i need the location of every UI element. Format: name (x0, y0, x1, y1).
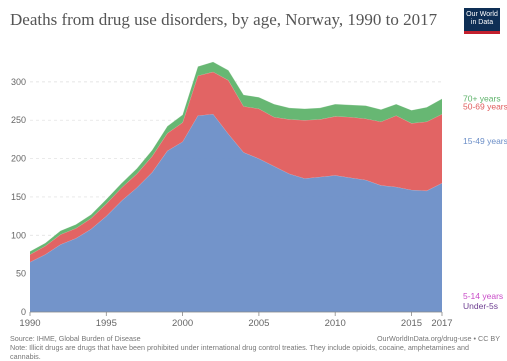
source-text: Source: IHME, Global Burden of Disease (10, 334, 141, 343)
y-tick-label: 50 (16, 269, 26, 279)
x-tick-label: 2017 (431, 318, 452, 329)
logo-line-1: Our World (466, 11, 498, 18)
y-tick-label: 0 (21, 307, 26, 317)
credit-link[interactable]: OurWorldInData.org/drug-use • CC BY (376, 334, 500, 343)
x-tick-label: 2005 (248, 318, 269, 329)
area-edge-line (29, 61, 443, 252)
area-50-69-years (30, 71, 442, 263)
legend-label-under-5s: Under-5s (463, 301, 498, 311)
area-chart: 0 50 100 150 200 250 300 1990 1995 2000 2005 2010 20… (11, 61, 507, 329)
x-tick-label: 1995 (96, 318, 117, 329)
owid-logo[interactable]: Our World in Data (464, 8, 500, 34)
chart-title: Deaths from drug use disorders, by age, … (10, 10, 438, 29)
legend-label-15-49-years: 15-49 years (463, 136, 507, 146)
y-tick-label: 250 (11, 115, 26, 125)
footer-note: Note: Illicit drugs are drugs that have … (10, 343, 469, 361)
legend-label-5-14-years: 5-14 years (463, 291, 503, 301)
y-tick-label: 200 (11, 154, 26, 164)
logo-line-2: in Data (470, 19, 494, 26)
legend-label-70-years: 70+ years (463, 94, 501, 104)
y-tick-label: 150 (11, 192, 26, 202)
x-tick-label: 2015 (401, 318, 422, 329)
footer-source-row: Source: IHME, Global Burden of Disease O… (10, 334, 500, 343)
x-tick-label: 2000 (172, 318, 193, 329)
x-tick-label: 2010 (325, 318, 346, 329)
area-70-years (30, 61, 442, 255)
legend-label-50-69-years: 50-69 years (463, 101, 507, 111)
x-tick-label: 1990 (19, 318, 40, 329)
y-tick-label: 100 (11, 230, 26, 240)
y-tick-label: 300 (11, 77, 26, 87)
area-15-49-years (30, 114, 442, 312)
